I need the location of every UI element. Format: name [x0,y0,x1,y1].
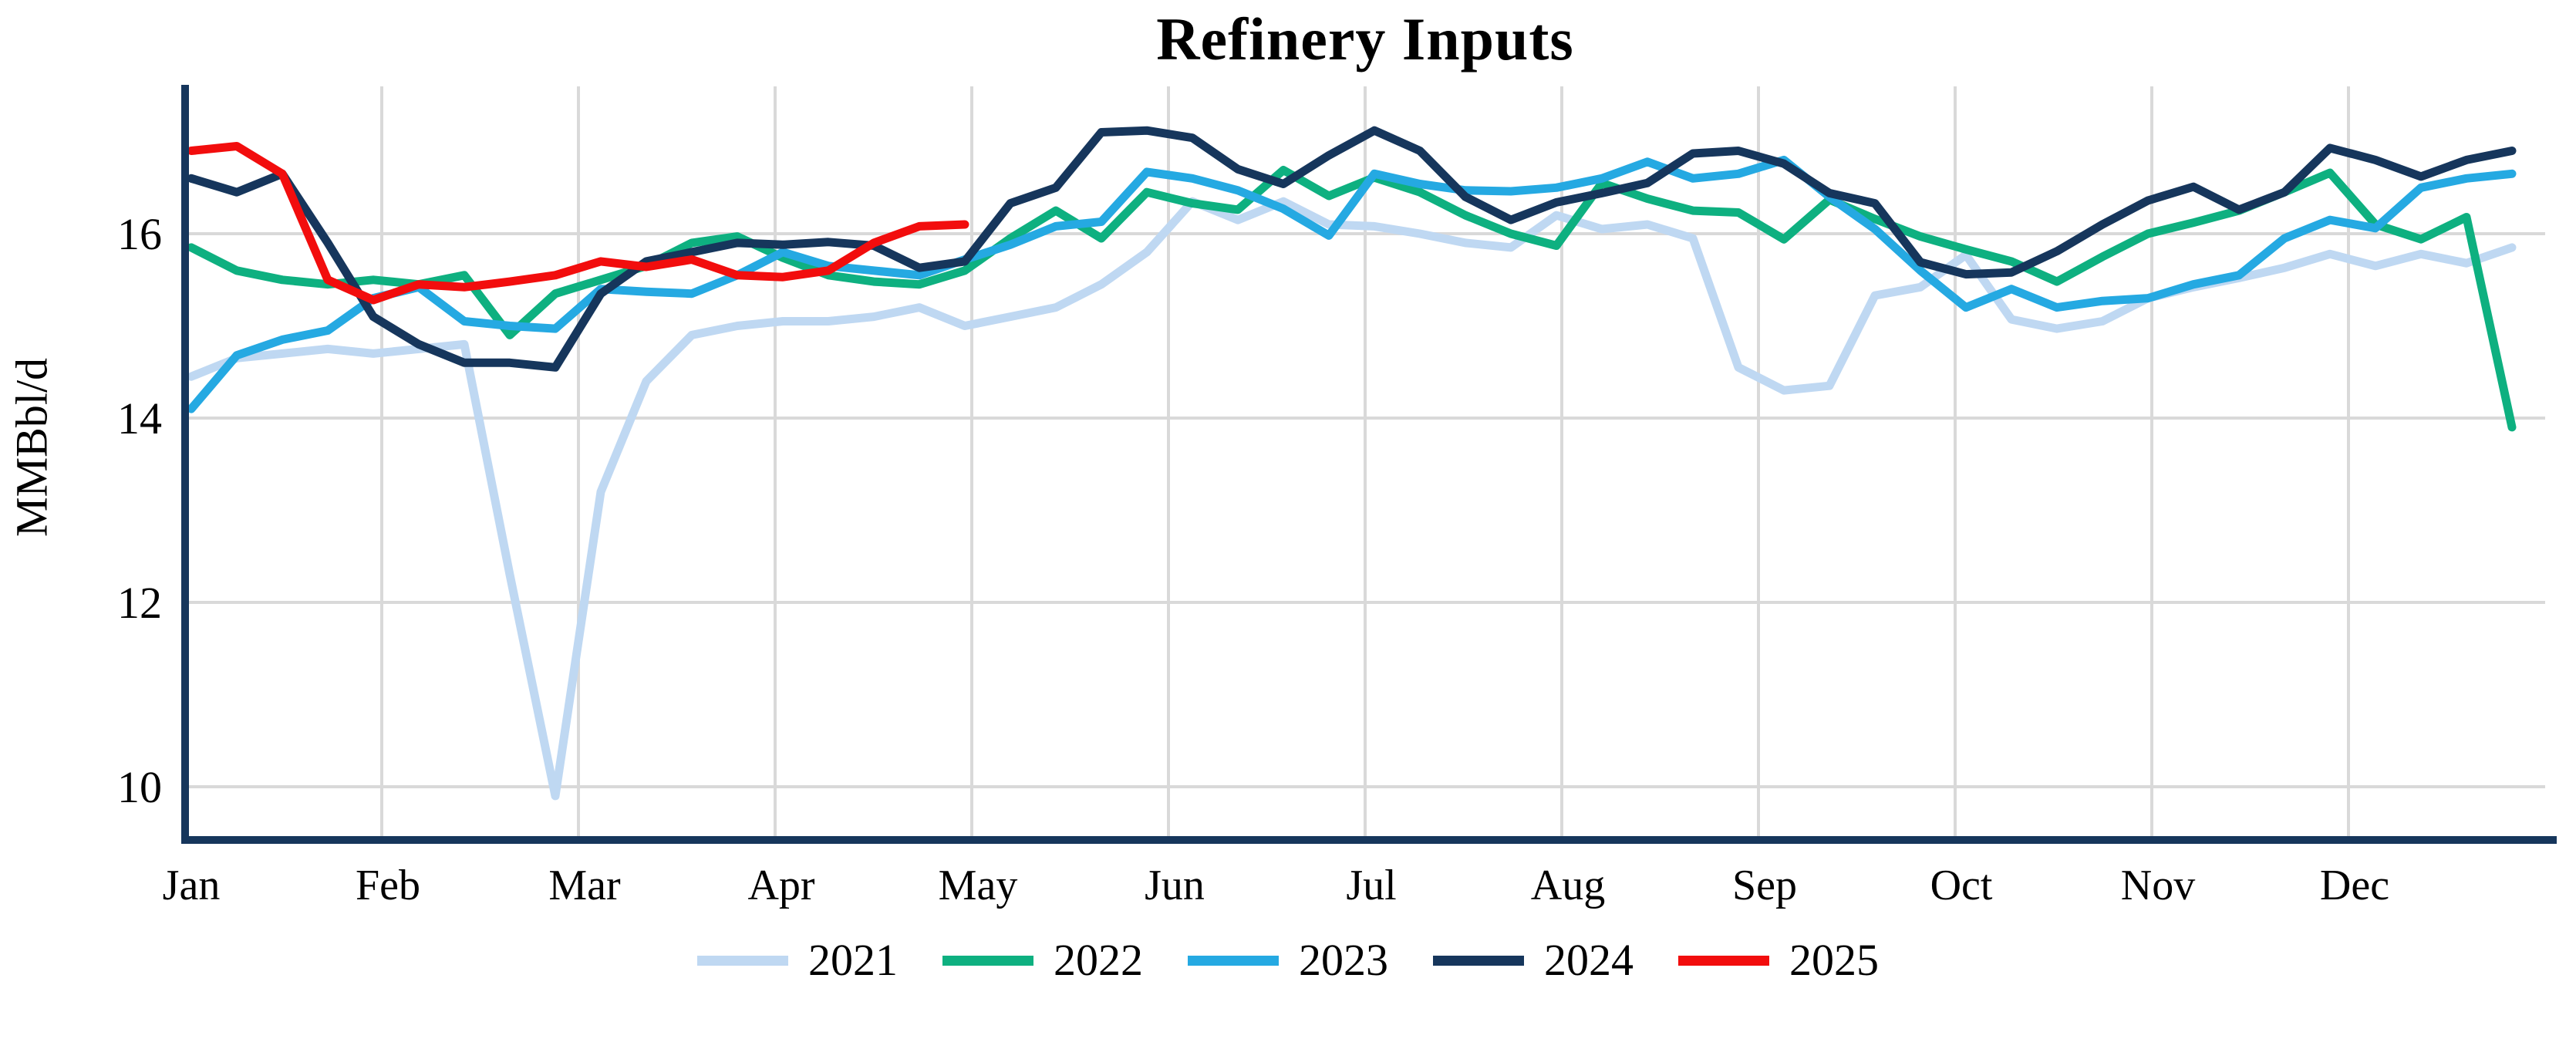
legend-swatch-2022 [942,955,1033,966]
chart-legend: 2021 2022 2023 2024 2025 [0,929,2576,991]
x-tick-label-Feb: Feb [356,862,420,909]
legend-item-2023: 2023 [1188,938,1388,983]
series-line-2023 [187,155,2517,413]
legend-label-2023: 2023 [1299,935,1388,985]
series-line-2025 [187,142,969,305]
series-line-2021 [187,197,2517,801]
x-tick-label-May: May [939,862,1018,909]
legend-swatch-2023 [1188,955,1279,966]
series-line-2024 [187,126,2517,372]
legend-item-2024: 2024 [1433,938,1634,983]
x-tick-label-Jan: Jan [163,862,221,909]
y-tick-label-14: 14 [117,393,162,444]
x-tick-label-Dec: Dec [2320,862,2389,909]
legend-swatch-2024 [1433,955,1524,966]
legend-item-2021: 2021 [697,938,898,983]
x-tick-label-Nov: Nov [2121,862,2195,909]
chart-title: Refinery Inputs [1156,5,1574,73]
x-tick-label-Jun: Jun [1145,862,1205,909]
x-tick-label-Mar: Mar [548,862,621,909]
y-tick-label-10: 10 [117,762,162,812]
x-tick-label-Sep: Sep [1732,862,1797,909]
x-tick-label-Oct: Oct [1930,862,1993,909]
legend-label-2025: 2025 [1789,935,1879,985]
x-tick-label-Apr: Apr [747,862,814,909]
legend-label-2022: 2022 [1054,935,1143,985]
legend-item-2022: 2022 [942,938,1143,983]
legend-label-2021: 2021 [808,935,898,985]
legend-label-2024: 2024 [1544,935,1634,985]
legend-item-2025: 2025 [1678,938,1879,983]
y-tick-label-12: 12 [117,578,162,628]
x-tick-label-Jul: Jul [1346,862,1396,909]
x-tick-label-Aug: Aug [1531,862,1605,909]
legend-swatch-2025 [1678,955,1769,966]
y-tick-label-16: 16 [117,209,162,259]
series-line-2022 [187,166,2517,432]
legend-swatch-2021 [697,955,788,966]
